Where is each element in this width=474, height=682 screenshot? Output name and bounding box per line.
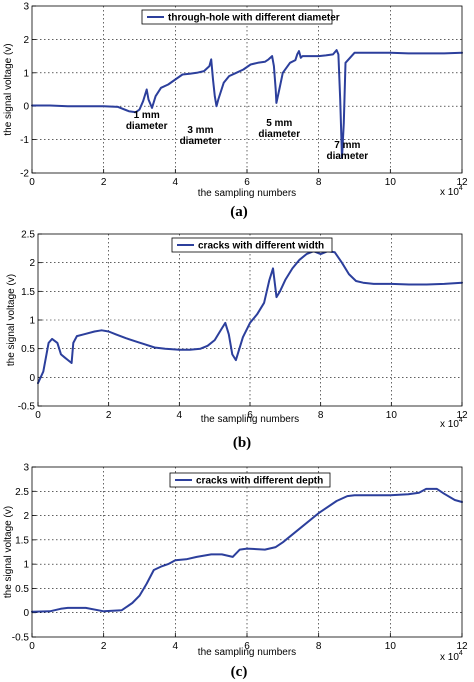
x-multiplier-exponent: 4 (459, 185, 463, 192)
x-multiplier-base: x 10 (440, 187, 459, 198)
x-axis-label: the sampling numbers (198, 647, 296, 658)
diameter-annotation: diameter (126, 121, 168, 132)
x-tick-label: 4 (173, 641, 179, 652)
x-tick-label: 0 (29, 641, 35, 652)
y-tick-label: 2 (23, 511, 29, 522)
y-tick-label: 1 (23, 560, 29, 571)
y-tick-label: 0 (29, 373, 35, 384)
x-tick-label: 6 (244, 641, 250, 652)
panel-caption: (a) (230, 204, 248, 220)
y-tick-label: 2 (29, 258, 35, 269)
diameter-annotation: 5 mm (266, 118, 292, 129)
panel-caption: (b) (233, 435, 251, 451)
x-multiplier-base: x 10 (440, 419, 459, 430)
x-tick-label: 6 (244, 177, 250, 188)
x-axis-label: the sampling numbers (198, 188, 296, 199)
y-tick-label: 0.5 (21, 344, 35, 355)
y-tick-label: 2.5 (21, 230, 35, 241)
diameter-annotation: 7 mm (334, 140, 360, 151)
x-multiplier-base: x 10 (440, 652, 459, 663)
diameter-annotation: diameter (326, 151, 368, 162)
legend-box (171, 237, 333, 253)
plot-frame (31, 5, 463, 174)
plot-area (32, 6, 462, 173)
series-line (31, 49, 463, 159)
legend-label: cracks with different depth (196, 476, 323, 487)
x-tick-label: 12 (456, 410, 468, 421)
legend-box (141, 9, 333, 25)
legend: cracks with different depth (169, 472, 331, 488)
x-tick-label: 2 (101, 641, 107, 652)
panel-caption: (c) (231, 664, 248, 680)
legend-box (169, 472, 331, 488)
x-axis-label: the sampling numbers (201, 414, 299, 425)
plot-frame (31, 466, 463, 638)
y-tick-label: 2.5 (15, 487, 29, 498)
x-tick-label: 0 (29, 177, 35, 188)
x-multiplier: x 104 (440, 650, 463, 663)
x-multiplier-exponent: 4 (459, 650, 463, 657)
y-tick-label: 0 (23, 608, 29, 619)
y-tick-label: 2 (23, 35, 29, 46)
diameter-annotation: diameter (180, 136, 222, 147)
x-tick-label: 10 (385, 177, 397, 188)
diameter-annotation: 1 mm (134, 110, 160, 121)
x-tick-label: 4 (177, 410, 183, 421)
series-line (37, 250, 463, 385)
y-tick-label: 1 (29, 316, 35, 327)
y-tick-label: 3 (23, 463, 29, 474)
x-tick-label: 8 (316, 177, 322, 188)
y-tick-label: -0.5 (12, 633, 30, 644)
series-line (31, 487, 463, 613)
x-tick-label: 10 (386, 410, 398, 421)
x-multiplier: x 104 (440, 185, 463, 198)
legend-label: through-hole with different diameter (168, 13, 340, 24)
x-tick-label: 12 (456, 177, 468, 188)
y-tick-label: 1 (23, 68, 29, 79)
diameter-annotation: diameter (258, 129, 300, 140)
y-tick-label: -0.5 (18, 402, 36, 413)
x-tick-label: 8 (316, 641, 322, 652)
x-multiplier-exponent: 4 (459, 417, 463, 424)
legend: cracks with different width (171, 237, 333, 253)
x-tick-label: 8 (318, 410, 324, 421)
x-tick-label: 4 (173, 177, 179, 188)
plot-frame (37, 233, 463, 407)
diameter-annotation: 3 mm (187, 125, 213, 136)
x-tick-label: 12 (456, 641, 468, 652)
y-tick-label: 0 (23, 102, 29, 113)
legend: through-hole with different diameter (141, 9, 340, 25)
x-multiplier: x 104 (440, 417, 463, 430)
y-tick-label: 1.5 (21, 287, 35, 298)
x-tick-label: 10 (385, 641, 397, 652)
y-tick-label: 1.5 (15, 535, 29, 546)
x-tick-label: 0 (35, 410, 41, 421)
y-axis-label: the signal voltage (v) (6, 274, 17, 366)
y-axis-label: the signal voltage (v) (3, 43, 14, 135)
y-tick-label: 0.5 (15, 584, 29, 595)
x-tick-label: 2 (101, 177, 107, 188)
y-tick-label: -1 (20, 135, 29, 146)
x-tick-label: 6 (247, 410, 253, 421)
legend-label: cracks with different width (198, 241, 324, 252)
x-tick-label: 2 (106, 410, 112, 421)
y-tick-label: 3 (23, 2, 29, 13)
y-axis-label: the signal voltage (v) (3, 506, 14, 598)
y-tick-label: -2 (20, 169, 29, 180)
